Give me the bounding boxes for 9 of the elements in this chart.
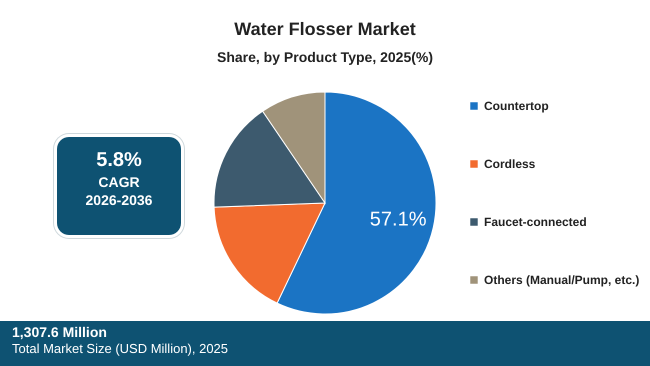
footer-banner: 1,307.6 Million Total Market Size (USD Million), 2025: [0, 321, 650, 366]
legend-label: Cordless: [484, 157, 536, 171]
chart-subtitle: Share, by Product Type, 2025(%): [216, 49, 434, 65]
data-label: 57.1%: [370, 208, 427, 231]
legend-label: Countertop: [484, 99, 549, 113]
chart-title: Water Flosser Market: [234, 19, 416, 39]
info-card: 5.8% CAGR 2026-2036: [57, 137, 181, 235]
legend-label: Faucet-connected: [484, 215, 587, 229]
legend-label: Others (Manual/Pump, etc.): [484, 273, 640, 287]
